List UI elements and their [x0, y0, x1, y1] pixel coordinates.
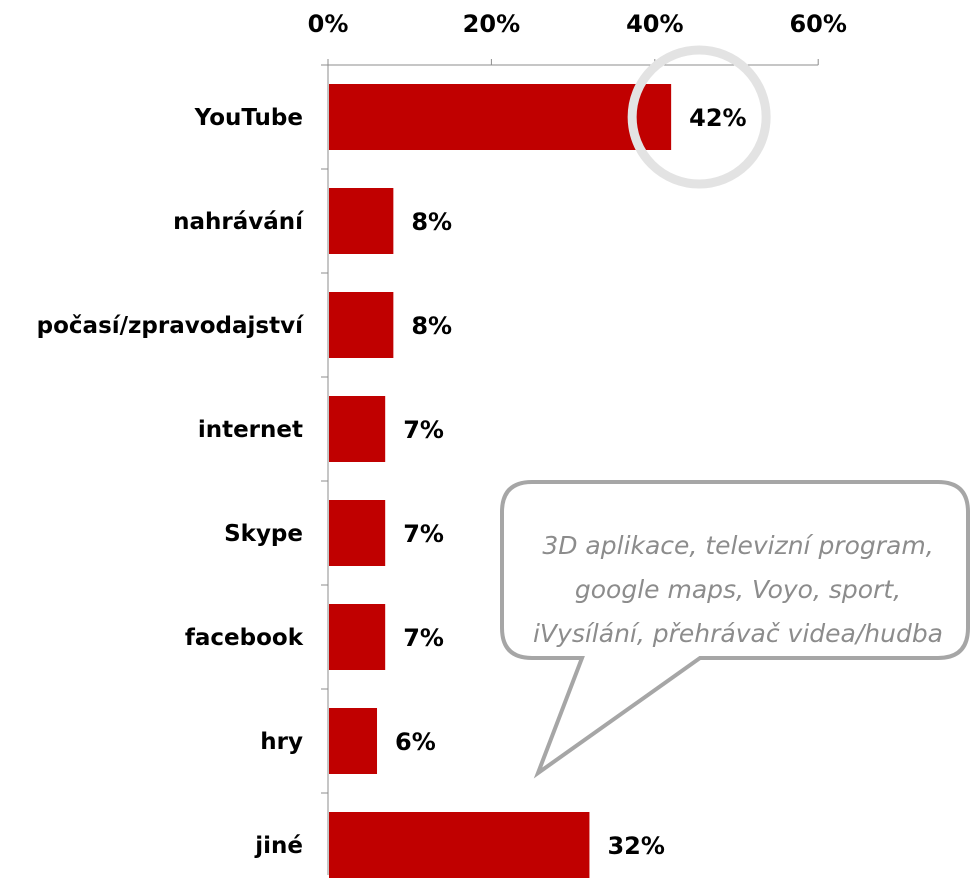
- data-label: 7%: [403, 624, 444, 652]
- category-label: YouTube: [194, 105, 303, 131]
- category-label: hry: [260, 729, 303, 755]
- bar: [329, 812, 590, 878]
- x-tick-label: 40%: [626, 10, 683, 38]
- category-label: jiné: [254, 833, 303, 859]
- x-tick-label: 0%: [308, 10, 349, 38]
- x-tick-label: 60%: [789, 10, 846, 38]
- category-label: facebook: [185, 625, 304, 651]
- bar: [329, 84, 672, 150]
- category-label: Skype: [224, 521, 303, 547]
- callout-line-1: 3D aplikace, televizní program,: [542, 531, 933, 560]
- data-label: 7%: [403, 520, 444, 548]
- highlight-ring: [627, 45, 771, 189]
- callout-line-2: google maps, Voyo, sport,: [575, 575, 901, 604]
- labels: YouTube 42% nahrávání 8% počasí/zpravodajstv…: [37, 104, 747, 860]
- bar: [329, 708, 378, 774]
- data-label: 8%: [411, 312, 452, 340]
- category-label: počasí/zpravodajství: [37, 313, 304, 339]
- data-label: 32%: [607, 832, 664, 860]
- data-label: 7%: [403, 416, 444, 444]
- callout: 3D aplikace, televizní program, google m…: [500, 480, 970, 779]
- x-axis: 0% 20% 40% 60%: [308, 10, 847, 875]
- callout-bubble: [500, 480, 970, 779]
- data-label: 6%: [395, 728, 436, 756]
- bar: [329, 500, 386, 566]
- bar: [329, 396, 386, 462]
- bar: [329, 188, 394, 254]
- category-label: nahrávání: [173, 209, 304, 235]
- bars: [329, 84, 672, 878]
- category-label: internet: [198, 417, 303, 443]
- callout-line-3: iVysílání, přehrávač videa/hudba: [533, 619, 943, 648]
- bar: [329, 292, 394, 358]
- data-label: 8%: [411, 208, 452, 236]
- x-tick-label: 20%: [463, 10, 520, 38]
- bar: [329, 604, 386, 670]
- data-label: 42%: [689, 104, 746, 132]
